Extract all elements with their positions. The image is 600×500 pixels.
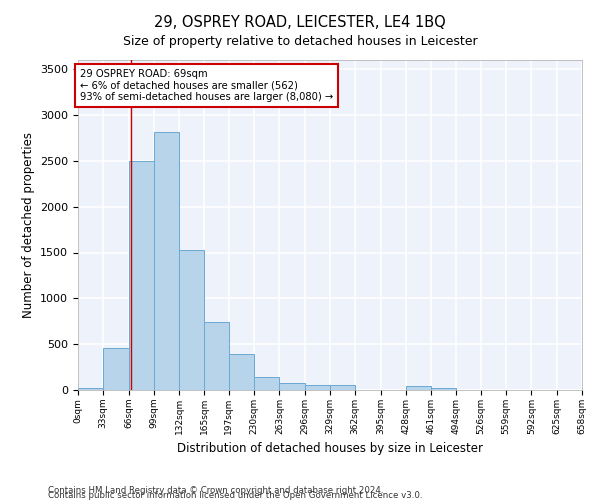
Bar (431, 388, 457, 390)
Bar (78, 388, 103, 390)
Bar (254, 377, 280, 390)
Text: 29 OSPREY ROAD: 69sqm
← 6% of detached houses are smaller (562)
93% of semi-deta: 29 OSPREY ROAD: 69sqm ← 6% of detached h… (80, 69, 333, 102)
X-axis label: Distribution of detached houses by size in Leicester: Distribution of detached houses by size … (177, 442, 483, 456)
Text: Contains HM Land Registry data © Crown copyright and database right 2024.: Contains HM Land Registry data © Crown c… (48, 486, 383, 495)
Bar (128, 161, 154, 390)
Bar (229, 354, 254, 390)
Bar (280, 383, 305, 390)
Bar (103, 348, 128, 390)
Bar (154, 132, 179, 390)
Bar (179, 250, 205, 390)
Y-axis label: Number of detached properties: Number of detached properties (22, 132, 35, 318)
Bar (330, 386, 355, 390)
Text: Contains public sector information licensed under the Open Government Licence v3: Contains public sector information licen… (48, 491, 422, 500)
Text: Size of property relative to detached houses in Leicester: Size of property relative to detached ho… (122, 35, 478, 48)
Bar (205, 322, 229, 390)
Text: 29, OSPREY ROAD, LEICESTER, LE4 1BQ: 29, OSPREY ROAD, LEICESTER, LE4 1BQ (154, 15, 446, 30)
Bar (305, 386, 330, 390)
Bar (406, 386, 431, 390)
